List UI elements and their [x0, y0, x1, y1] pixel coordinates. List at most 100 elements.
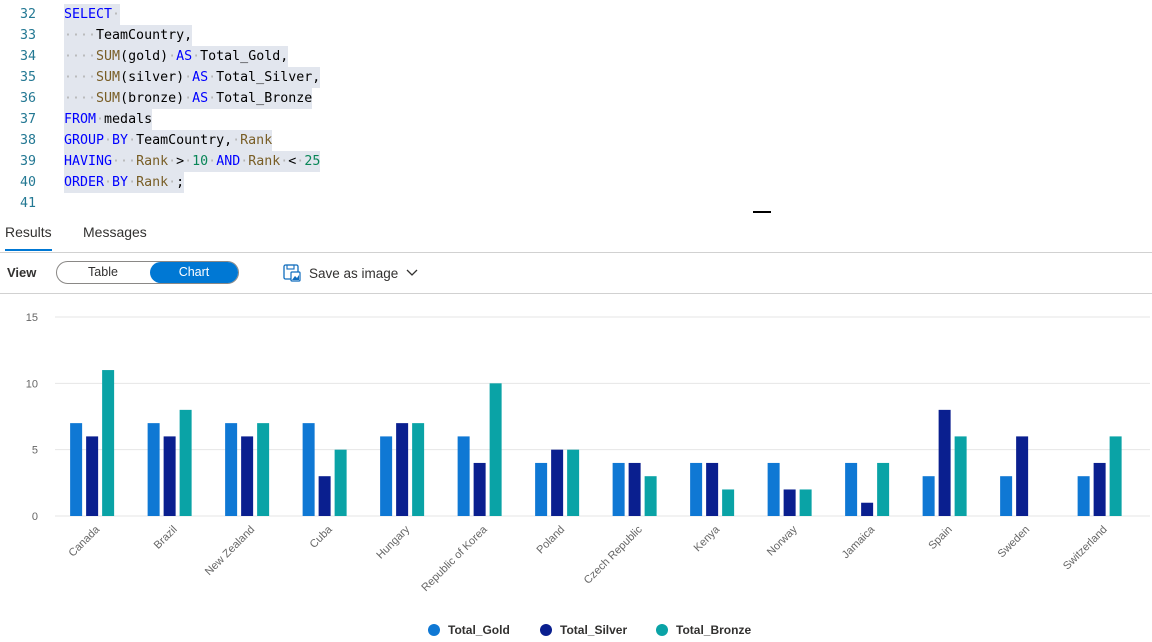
code-token: (silver)	[120, 70, 185, 85]
y-tick-label: 10	[26, 378, 38, 390]
bar-total-gold	[70, 423, 83, 516]
code-token: ·	[280, 154, 289, 169]
code-text: FROM·medals	[64, 109, 153, 130]
bar-total-gold	[922, 476, 935, 516]
line-number: 37	[19, 112, 36, 127]
code-token: Rank	[240, 133, 273, 148]
bar-total-gold	[147, 423, 160, 516]
bar-chart: 0 5 10 15 Canada Brazil New Zealand Cuba Hungary…	[26, 312, 1150, 637]
code-token: 25	[304, 154, 321, 169]
bar-total-silver	[473, 462, 486, 516]
bar-total-gold	[380, 436, 393, 516]
code-token: ····	[64, 49, 97, 64]
code-token: ·	[192, 49, 201, 64]
chevron-down-icon[interactable]	[406, 269, 418, 277]
code-token: Total_Bronze	[216, 91, 313, 106]
code-token: Rank	[136, 154, 169, 169]
code-token: FROM	[64, 112, 97, 127]
line-number: 40	[19, 175, 36, 190]
x-category-label: Hungary	[374, 523, 412, 561]
code-text: HAVING···Rank·>·10·AND·Rank·<·25	[64, 151, 321, 172]
code-text: ····TeamCountry,	[64, 25, 193, 46]
x-category-label: Spain	[926, 524, 954, 552]
bar-total-silver	[241, 436, 254, 516]
table-view-option[interactable]: Table	[88, 265, 118, 279]
legend-swatch	[540, 624, 552, 636]
code-token: ·	[184, 70, 193, 85]
save-as-image-button[interactable]: Save as image	[283, 262, 418, 284]
line-number: 38	[19, 133, 36, 148]
bar-total-silver	[1016, 436, 1029, 516]
legend-swatch	[428, 624, 440, 636]
code-token: SUM	[96, 49, 121, 64]
bar-total-bronze	[954, 436, 967, 516]
medals-chart: 0 5 10 15 Canada Brazil New Zealand Cuba Hungary…	[0, 294, 1152, 638]
bar-total-silver	[861, 502, 874, 516]
bar-total-bronze	[722, 489, 735, 516]
tab-messages[interactable]: Messages	[83, 224, 147, 240]
code-token: (gold)	[120, 49, 169, 64]
x-category-label: Cuba	[308, 523, 336, 551]
bar-total-gold	[767, 462, 780, 516]
code-token: ORDER	[64, 175, 105, 190]
code-token: SELECT	[64, 7, 113, 22]
line-number: 41	[19, 196, 36, 211]
y-tick-label: 5	[32, 445, 38, 457]
results-toolbar: View Table Chart Save as image	[0, 253, 1152, 294]
chart-view-option[interactable]: Chart	[150, 262, 238, 283]
tab-results[interactable]: Results	[5, 224, 52, 251]
code-editor[interactable]: 32 SELECT· 33 ····TeamCountry, 34 ····SUM(gol…	[0, 0, 1152, 212]
text-cursor	[753, 211, 771, 213]
code-token: ····	[64, 70, 97, 85]
code-token: ····	[64, 91, 97, 106]
code-token: BY	[112, 133, 129, 148]
bar-total-bronze	[412, 423, 425, 516]
code-token: HAVING	[64, 154, 113, 169]
bar-total-silver	[86, 436, 99, 516]
code-token: AS	[192, 91, 209, 106]
view-toggle[interactable]: Table Chart	[56, 261, 239, 284]
code-token: ····	[64, 28, 97, 43]
code-token: (bronze)	[120, 91, 185, 106]
code-token: ;	[176, 175, 185, 190]
code-token: medals	[104, 112, 153, 127]
x-category-label: Czech Republic	[582, 523, 645, 586]
bar-total-silver	[783, 489, 796, 516]
bar-total-gold	[690, 462, 703, 516]
bar-total-gold	[1077, 476, 1090, 516]
y-tick-label: 0	[32, 511, 38, 523]
bar-total-gold	[457, 436, 470, 516]
x-category-label: New Zealand	[203, 524, 257, 578]
code-token: ·	[128, 175, 137, 190]
code-token: GROUP	[64, 133, 105, 148]
x-category-label: Sweden	[996, 524, 1033, 561]
bar-total-bronze	[567, 449, 580, 516]
code-token: ·	[128, 133, 137, 148]
save-image-icon	[283, 264, 301, 282]
code-token: ·	[104, 133, 113, 148]
bar-total-silver	[628, 462, 641, 516]
x-category-label: Norway	[765, 523, 800, 558]
legend-label: Total_Silver	[560, 623, 627, 637]
code-token: <	[288, 154, 297, 169]
code-token: TeamCountry,	[96, 28, 193, 43]
code-token: ·	[240, 154, 249, 169]
bar-total-silver	[706, 462, 719, 516]
bar-total-bronze	[799, 489, 812, 516]
bar-total-bronze	[257, 423, 270, 516]
line-number: 32	[19, 7, 36, 22]
legend-label: Total_Gold	[448, 623, 510, 637]
code-token: AS	[192, 70, 209, 85]
code-token: Total_Silver,	[216, 70, 321, 85]
line-number: 34	[19, 49, 36, 64]
code-text: ····SUM(silver)·AS·Total_Silver,	[64, 67, 321, 88]
code-token: 10	[192, 154, 209, 169]
code-token: ·	[208, 70, 217, 85]
bar-total-gold	[535, 462, 548, 516]
code-token: ·	[168, 49, 177, 64]
code-text: SELECT·	[64, 4, 121, 25]
bar-total-gold	[612, 462, 625, 516]
code-token: AS	[176, 49, 193, 64]
bar-total-gold	[302, 423, 315, 516]
view-label: View	[7, 265, 37, 280]
